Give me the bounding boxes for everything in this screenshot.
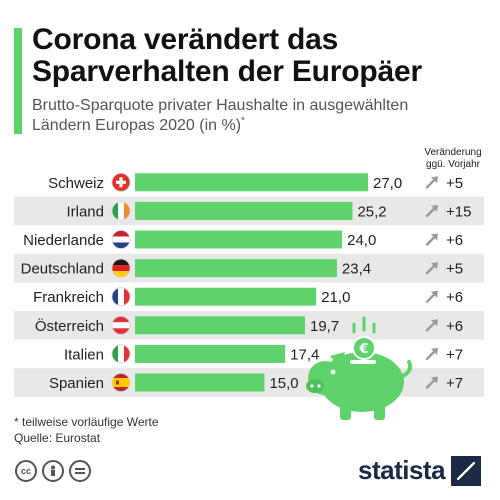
country-label: Österreich [35,317,104,335]
piggy-bank-icon [306,352,413,420]
change-label: +6 [446,232,463,249]
country-label: Italien [64,346,104,363]
change-column-header: Veränderung ggü. Vorjahr [408,147,498,171]
flag-netherlands-icon [111,230,131,249]
footnote-text: * teilweise vorläufige Werte [14,415,159,429]
change-label: +6 [446,318,463,335]
change-label: +7 [446,375,463,392]
flag-germany-icon [111,258,131,278]
change-header-line-2: ggü. Vorjahr [426,159,480,170]
flag-italy-icon [111,344,131,364]
up-arrow-icon [425,233,438,246]
change-label: +15 [446,203,471,220]
flag-france-icon [111,287,131,307]
up-arrow-icon [425,347,438,361]
change-label: +6 [446,289,463,306]
value-label: 25,2 [357,203,386,220]
statista-logo-icon [451,455,482,486]
svg-text:€: € [358,342,368,357]
license-icons: cc [15,460,91,482]
equals-icon[interactable] [69,460,91,482]
country-label: Irland [66,203,104,220]
flag-austria-icon [111,315,131,335]
value-bar [135,287,317,306]
value-bar [135,259,337,278]
value-bar [135,373,265,392]
country-label: Niederlande [23,232,104,249]
up-arrow-icon [425,176,438,189]
country-label: Spanien [49,375,104,392]
title-accent-bar [14,28,22,134]
brand-name: statista [358,455,446,485]
flag-switzerland-icon [111,172,131,192]
value-bar [135,344,286,363]
value-label: 17,4 [290,346,319,363]
cc-icon[interactable]: cc [15,460,37,482]
change-label: +7 [446,346,463,363]
change-header-line-1: Veränderung [424,147,482,158]
value-label: 15,0 [269,375,298,392]
up-arrow-icon [425,204,438,218]
flag-spain-icon [111,373,131,392]
value-label: 24,0 [347,232,376,249]
chart-title: Corona verändert das Sparverhalten der E… [32,24,422,88]
title-line-2: Sparverhalten der Europäer [32,55,422,88]
euro-coin-icon: € [352,336,376,360]
value-label: 27,0 [373,175,402,192]
country-label: Frankreich [33,289,104,306]
change-label: +5 [446,175,463,192]
up-arrow-icon [425,290,438,303]
source-text: Quelle: Eurostat [14,431,101,445]
up-arrow-icon [425,376,438,389]
value-label: 21,0 [321,289,350,306]
value-bar [135,316,306,335]
flag-ireland-icon [111,201,131,221]
footnote-block: * teilweise vorläufige Werte Quelle: Eur… [14,414,159,446]
statista-logo[interactable]: statista [358,455,482,486]
chart-subtitle: Brutto-Sparquote privater Haushalte in a… [32,96,452,136]
up-arrow-icon [425,319,438,332]
title-line-1: Corona verändert das [32,23,339,56]
person-icon[interactable] [42,460,64,482]
up-arrow-icon [425,262,438,275]
value-bar [135,201,353,220]
change-label: +5 [446,261,463,278]
subtitle-text: Brutto-Sparquote privater Haushalte in a… [32,97,409,134]
coin-motion-lines [352,316,376,334]
country-label: Schweiz [48,175,104,192]
value-label: 19,7 [310,318,339,335]
country-label: Deutschland [21,261,104,278]
value-bar [135,230,343,249]
subtitle-footnote-mark: * [241,115,245,127]
value-bar [135,173,368,192]
value-label: 23,4 [342,261,371,278]
